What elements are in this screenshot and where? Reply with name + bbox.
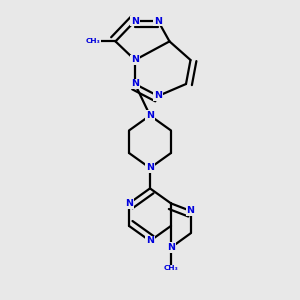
Text: N: N [131, 80, 139, 88]
Text: CH₃: CH₃ [85, 38, 100, 44]
Text: N: N [146, 111, 154, 120]
Text: N: N [131, 56, 139, 64]
Text: N: N [146, 164, 154, 172]
Text: N: N [125, 199, 133, 208]
Text: CH₃: CH₃ [164, 266, 178, 272]
Text: N: N [154, 16, 162, 26]
Text: N: N [131, 16, 139, 26]
Text: N: N [167, 243, 175, 252]
Text: N: N [154, 92, 162, 100]
Text: N: N [146, 236, 154, 245]
Text: N: N [187, 206, 194, 215]
